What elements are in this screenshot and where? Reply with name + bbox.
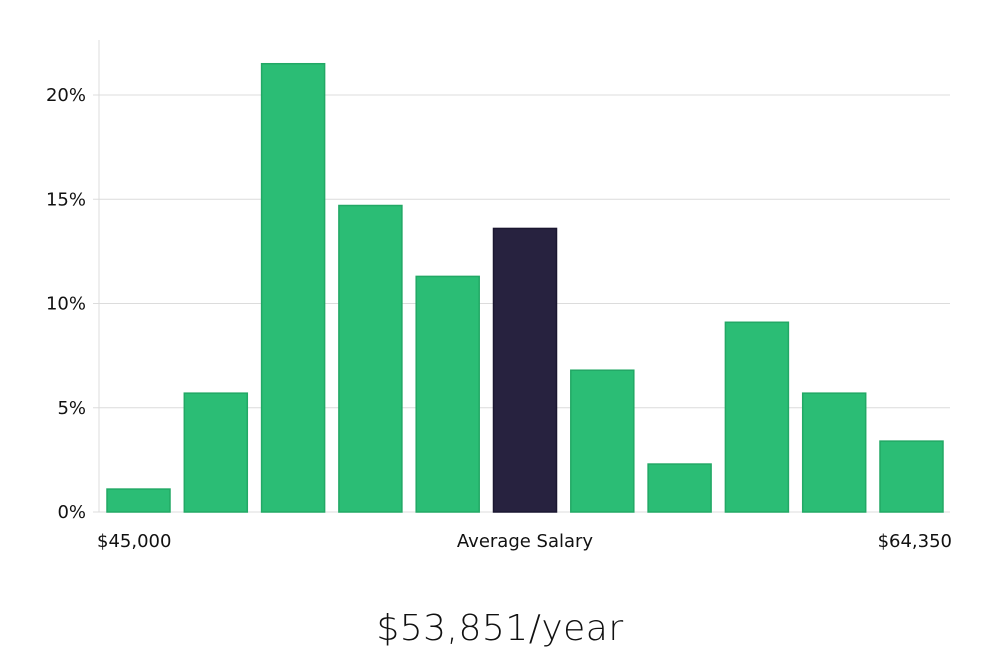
bar bbox=[570, 369, 635, 513]
y-tick-label: 20% bbox=[46, 85, 86, 106]
x-min-label: $45,000 bbox=[97, 531, 171, 552]
bar bbox=[647, 463, 712, 513]
salary-histogram: 0% 5% 10% 15% 20% $45,000 Average Salary $64… bbox=[46, 40, 952, 552]
bars bbox=[106, 62, 944, 513]
bar bbox=[724, 321, 790, 513]
bar bbox=[415, 275, 480, 513]
bar bbox=[106, 488, 171, 513]
x-max-label: $64,350 bbox=[878, 531, 952, 552]
y-tick-label: 10% bbox=[46, 294, 86, 315]
bar bbox=[801, 392, 867, 513]
bar bbox=[879, 440, 944, 513]
y-tick-label: 0% bbox=[57, 502, 86, 523]
bar bbox=[183, 392, 249, 513]
average-salary-value: $53,851/year bbox=[376, 608, 624, 649]
bar-highlighted-average bbox=[492, 227, 558, 513]
x-axis-title: Average Salary bbox=[457, 531, 594, 552]
y-tick-label: 5% bbox=[57, 398, 86, 419]
y-tick-label: 15% bbox=[46, 189, 86, 210]
bar bbox=[338, 204, 403, 513]
y-tick-labels: 0% 5% 10% 15% 20% bbox=[46, 85, 86, 523]
bar bbox=[260, 62, 326, 513]
